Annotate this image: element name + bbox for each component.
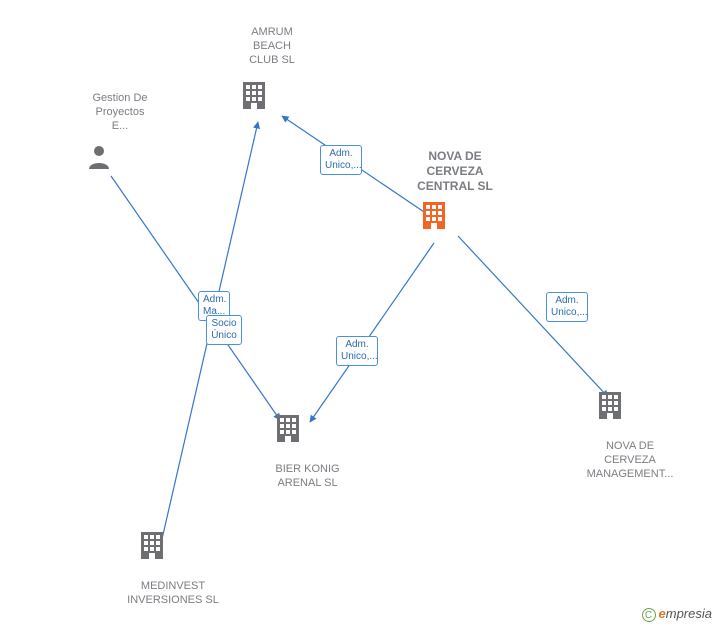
node-label: Gestion De Proyectos E... [80,92,160,133]
edge-label: Adm. Unico,... [320,145,362,175]
building-icon[interactable] [418,199,450,236]
edge [310,243,434,422]
person-icon[interactable] [85,143,113,176]
diagram-canvas: AMRUM BEACH CLUB SL Gestion De Proyectos… [0,0,728,630]
building-icon[interactable] [238,79,270,116]
building-icon[interactable] [594,389,626,426]
watermark-leading: e [659,606,666,621]
node-label: AMRUM BEACH CLUB SL [236,26,308,67]
building-icon[interactable] [272,412,304,449]
edge-label: Socio Único [206,315,242,345]
node-label: NOVA DE CERVEZA MANAGEMENT... [570,440,690,481]
edge [111,176,280,420]
edge-label: Adm. Unico,... [546,292,588,322]
building-icon[interactable] [136,529,168,566]
watermark: Cempresia [642,606,712,622]
node-label: BIER KONIG ARENAL SL [260,463,355,491]
edge-label: Adm. Unico,... [336,336,378,366]
node-label: NOVA DE CERVEZA CENTRAL SL [410,149,500,194]
node-label: MEDINVEST INVERSIONES SL [113,580,233,608]
watermark-brand: mpresia [666,606,712,621]
copyright-icon: C [642,608,656,622]
